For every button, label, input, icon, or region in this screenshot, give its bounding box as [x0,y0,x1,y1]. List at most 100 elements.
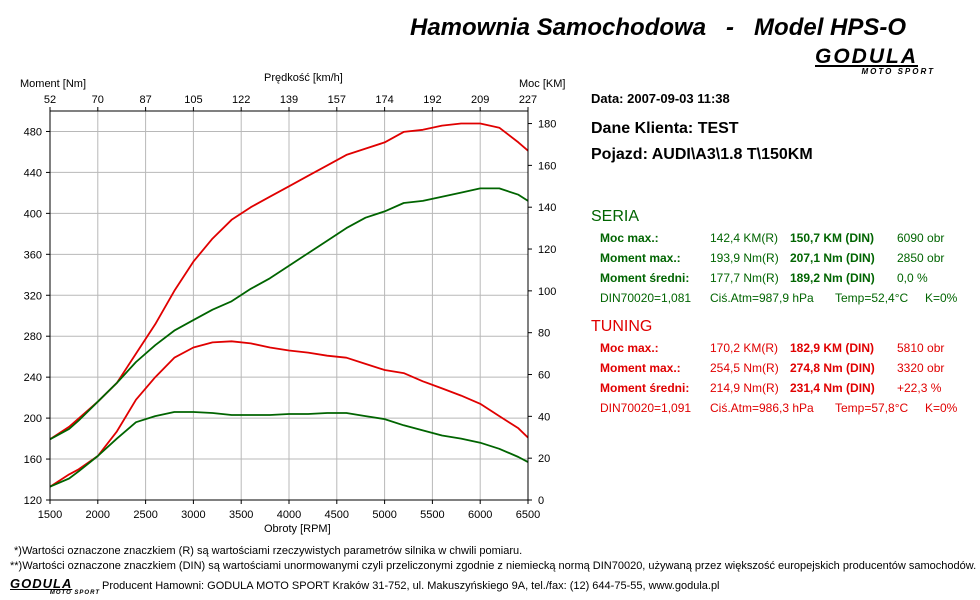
page-title: Hamownia Samochodowa - Model HPS-O [410,14,907,41]
din-factor: DIN70020=1,081 [600,291,692,305]
footer-logo-main: GODULA [10,576,73,591]
test-date: Data: 2007-09-03 11:38 [591,91,730,106]
right-tick-label: 120 [538,244,556,256]
logo-main-text: GODULA [815,45,918,68]
row-label: Moment średni: [600,271,690,285]
godula-logo: GODULA MOTO SPORT [815,46,935,82]
tuning-power-line [49,122,529,441]
right-tick-label: 160 [538,160,556,172]
row-rpm: 5810 obr [897,341,945,355]
seria-power-line [49,187,529,441]
row-din-value: 207,1 Nm (DIN) [790,251,875,265]
speed-tick-label: 87 [139,94,151,106]
x-tick-label: 4500 [325,509,349,521]
x-tick-label: 2000 [86,509,110,521]
speed-tick-label: 105 [184,94,202,106]
right-tick-label: 60 [538,370,550,382]
series [49,122,529,488]
temperature: Temp=57,8°C [835,401,909,415]
grid [49,111,529,501]
row-din-value: 189,2 Nm (DIN) [790,271,875,285]
speed-tick-label: 174 [375,94,393,106]
client-name: Dane Klienta: TEST [591,120,739,137]
right-tick-label: 100 [538,286,556,298]
row-rpm: +22,3 % [897,381,942,395]
k-factor: K=0% [925,401,958,415]
seria-title: SERIA [591,208,640,225]
row-label: Moc max.: [600,341,659,355]
logo-sub-text: MOTO SPORT [861,67,935,76]
left-tick-label: 360 [24,249,42,261]
row-label: Moment max.: [600,251,681,265]
speed-tick-label: 52 [44,94,56,106]
seria-moment-line [49,411,529,488]
left-tick-label: 240 [24,372,42,384]
x-tick-label: 1500 [38,509,62,521]
temperature: Temp=52,4°C [835,291,909,305]
speed-tick-label: 122 [232,94,250,106]
footer-logo-sub: MOTO SPORT [49,590,100,596]
din-factor: DIN70020=1,091 [600,401,692,415]
x-tick-label: 4000 [277,509,301,521]
x-tick-label: 6500 [516,509,540,521]
row-rpm: 6090 obr [897,231,945,245]
right-tick-label: 20 [538,453,550,465]
right-tick-label: 80 [538,328,550,340]
speed-tick-label: 139 [280,94,298,106]
bottom-axis-title: Obroty [RPM] [264,523,331,535]
row-label: Moment średni: [600,381,690,395]
right-axis-title: Moc [KM] [519,78,566,90]
left-tick-label: 400 [24,208,42,220]
speed-tick-label: 209 [471,94,489,106]
right-tick-label: 40 [538,411,550,423]
row-real-value: 254,5 Nm(R) [710,361,779,375]
tuning-moment-line [49,340,529,488]
x-tick-label: 2500 [133,509,157,521]
vehicle-name: Pojazd: AUDI\A3\1.8 T\150KM [591,146,813,163]
row-real-value: 142,4 KM(R) [710,231,779,245]
row-rpm: 0,0 % [897,271,928,285]
left-tick-label: 440 [24,167,42,179]
left-tick-label: 160 [24,454,42,466]
tick-labels: 1500522000702500873000105350012240001394… [24,94,557,521]
k-factor: K=0% [925,291,958,305]
left-tick-label: 480 [24,126,42,138]
row-rpm: 3320 obr [897,361,945,375]
speed-tick-label: 227 [519,94,537,106]
x-tick-label: 3500 [229,509,253,521]
row-din-value: 182,9 KM (DIN) [790,341,875,355]
row-rpm: 2850 obr [897,251,945,265]
footnote-r: *)Wartości oznaczone znaczkiem (R) są wa… [14,545,523,557]
row-real-value: 177,7 Nm(R) [710,271,779,285]
right-tick-label: 140 [538,202,556,214]
speed-tick-label: 192 [423,94,441,106]
speed-tick-label: 157 [328,94,346,106]
x-tick-label: 6000 [468,509,492,521]
x-tick-label: 5500 [420,509,444,521]
x-tick-label: 5000 [372,509,396,521]
tuning-title: TUNING [591,318,653,335]
footer-logo: GODULA MOTO SPORT [10,577,100,599]
row-label: Moc max.: [600,231,659,245]
row-real-value: 214,9 Nm(R) [710,381,779,395]
row-din-value: 150,7 KM (DIN) [790,231,875,245]
row-label: Moment max.: [600,361,681,375]
producer-info: Producent Hamowni: GODULA MOTO SPORT Kra… [102,580,720,592]
left-tick-label: 280 [24,331,42,343]
plot-frame [49,110,529,501]
footnote-din: **)Wartości oznaczone znaczkiem (DIN) są… [10,560,977,572]
left-tick-label: 200 [24,413,42,425]
x-tick-label: 3000 [181,509,205,521]
atm-pressure: Ciś.Atm=986,3 hPa [710,401,814,415]
atm-pressure: Ciś.Atm=987,9 hPa [710,291,814,305]
left-axis-title: Moment [Nm] [20,78,87,90]
row-real-value: 193,9 Nm(R) [710,251,779,265]
right-tick-label: 180 [538,119,556,131]
right-tick-label: 0 [538,495,544,507]
left-tick-label: 320 [24,290,42,302]
top-axis-title: Prędkość [km/h] [264,72,343,84]
row-real-value: 170,2 KM(R) [710,341,779,355]
row-din-value: 231,4 Nm (DIN) [790,381,875,395]
left-tick-label: 120 [24,495,42,507]
